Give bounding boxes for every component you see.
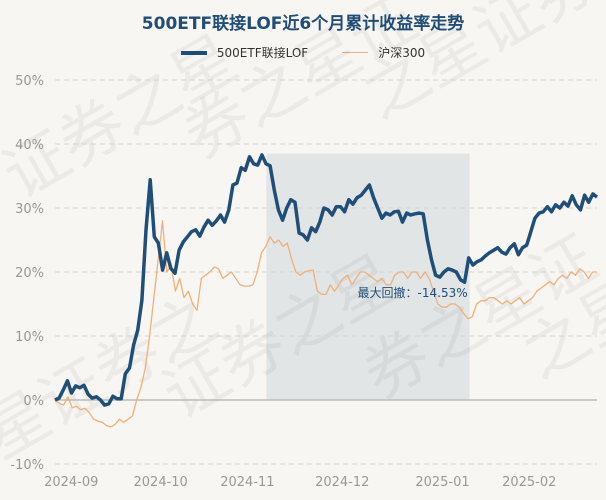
- y-tick-label: 0%: [23, 394, 44, 409]
- x-tick-label: 2025-02: [502, 475, 556, 490]
- legend-swatch-hs300: [342, 51, 369, 54]
- series-line-hs300: [54, 220, 597, 428]
- y-tick-label: 50%: [15, 74, 44, 89]
- legend-label-hs300: 沪深300: [378, 46, 426, 60]
- x-tick-label: 2024-09: [44, 475, 98, 490]
- drawdown-label: 最大回撤：-14.53%: [358, 285, 468, 300]
- chart-title: 500ETF联接LOF近6个月累计收益率走势: [141, 14, 465, 34]
- legend: 500ETF联接LOF 沪深300: [0, 44, 606, 61]
- x-tick-label: 2024-10: [134, 475, 188, 490]
- legend-item-hs300[interactable]: 沪深300: [342, 44, 425, 61]
- legend-swatch-fund: [180, 50, 207, 55]
- legend-label-fund: 500ETF联接LOF: [216, 46, 309, 60]
- x-tick-label: 2024-12: [315, 475, 369, 490]
- x-tick-label: 2024-11: [220, 475, 274, 490]
- y-tick-label: 20%: [15, 266, 44, 281]
- y-tick-label: -10%: [10, 458, 44, 473]
- series-line-fund: [54, 153, 599, 407]
- y-tick-label: 40%: [15, 138, 44, 153]
- y-tick-label: 10%: [15, 330, 44, 345]
- legend-item-fund[interactable]: 500ETF联接LOF: [180, 44, 309, 61]
- x-tick-label: 2025-01: [415, 475, 469, 490]
- y-tick-label: 30%: [15, 202, 44, 217]
